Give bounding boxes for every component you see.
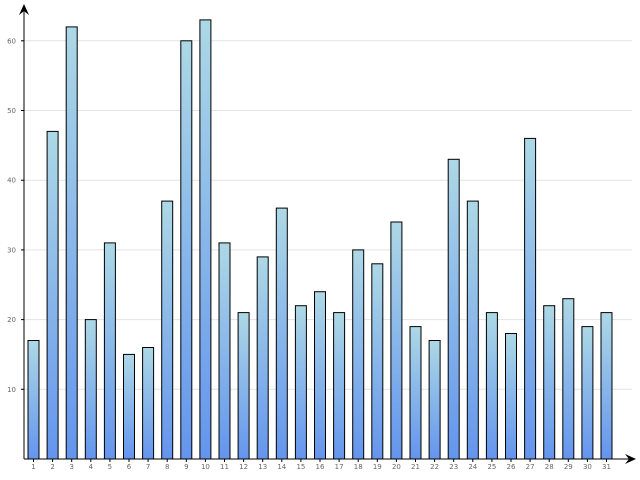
- x-tick-label: 13: [258, 463, 267, 471]
- bar-30: [581, 326, 594, 460]
- y-tick-label: 20: [7, 316, 16, 324]
- x-tick-label: 14: [277, 463, 286, 471]
- x-tick-label: 23: [449, 463, 458, 471]
- x-tick-label: 29: [564, 463, 573, 471]
- x-tick-label: 11: [220, 463, 229, 471]
- bar-22: [428, 340, 441, 460]
- bar-24: [466, 200, 479, 460]
- bar-8: [161, 200, 174, 460]
- bar-25: [485, 312, 498, 460]
- x-tick-label: 2: [50, 463, 54, 471]
- x-tick-label: 30: [583, 463, 592, 471]
- y-tick-label: 30: [7, 246, 16, 254]
- bar-14: [275, 207, 288, 460]
- y-tick-label: 40: [7, 177, 16, 185]
- x-tick-label: 28: [545, 463, 554, 471]
- bar-20: [390, 221, 403, 460]
- x-tick-label: 12: [239, 463, 248, 471]
- x-tick-label: 3: [69, 463, 73, 471]
- x-tick-label: 9: [184, 463, 188, 471]
- bar-31: [600, 312, 613, 460]
- bar-26: [505, 333, 517, 460]
- x-tick-label: 6: [127, 463, 132, 471]
- x-tick-label: 27: [526, 463, 535, 471]
- x-tick-label: 8: [165, 463, 169, 471]
- bar-6: [123, 353, 135, 460]
- bar-7: [142, 347, 155, 460]
- bars: [27, 19, 613, 460]
- bar-10: [199, 19, 212, 460]
- x-tick-label: 24: [468, 463, 477, 471]
- x-tick-label: 1: [31, 463, 35, 471]
- x-axis-arrow-icon: [625, 454, 636, 464]
- bar-5: [103, 242, 116, 460]
- x-tick-label: 19: [373, 463, 382, 471]
- bar-2: [46, 130, 59, 460]
- bar-13: [256, 256, 269, 460]
- bar-19: [371, 263, 384, 460]
- x-tick-label: 25: [487, 463, 496, 471]
- x-tick-label: 5: [108, 463, 112, 471]
- x-tick-label: 17: [335, 463, 344, 471]
- x-tick-label: 31: [602, 463, 611, 471]
- x-tick-label: 20: [392, 463, 401, 471]
- bar-3: [65, 26, 78, 460]
- x-tick-label: 21: [411, 463, 420, 471]
- x-tick-label: 22: [430, 463, 439, 471]
- bar-28: [543, 305, 556, 460]
- bar-29: [562, 298, 575, 460]
- x-tick-label: 15: [296, 463, 305, 471]
- bar-17: [333, 312, 346, 460]
- x-tick-label: 7: [146, 463, 150, 471]
- bar-18: [352, 249, 365, 460]
- x-tick-label: 26: [507, 463, 516, 471]
- x-tick-label: 16: [316, 463, 325, 471]
- y-tick-label: 50: [7, 107, 16, 115]
- y-axis-arrow-icon: [19, 4, 29, 15]
- x-tick-label: 10: [201, 463, 210, 471]
- y-tick-labels: 10 20 30 40 50 60: [7, 37, 24, 394]
- bar-11: [218, 242, 231, 460]
- x-tick-labels: 1 2 3 4 5 6 7 8 9 10 11 12 13 14 15 16 17 18 19 20 21 22 23 24 2…: [31, 459, 611, 471]
- bar-23: [447, 158, 460, 460]
- bar-21: [409, 326, 422, 460]
- bar-4: [84, 319, 97, 460]
- y-tick-label: 60: [7, 37, 16, 45]
- bar-16: [314, 291, 326, 460]
- x-tick-label: 18: [354, 463, 363, 471]
- bar-9: [180, 40, 193, 460]
- y-tick-label: 10: [7, 386, 16, 394]
- axes: [19, 4, 636, 464]
- bar-12: [237, 312, 250, 460]
- bar-15: [294, 305, 307, 460]
- bar-1: [27, 340, 40, 460]
- x-tick-label: 4: [89, 463, 94, 471]
- bar-27: [524, 137, 537, 460]
